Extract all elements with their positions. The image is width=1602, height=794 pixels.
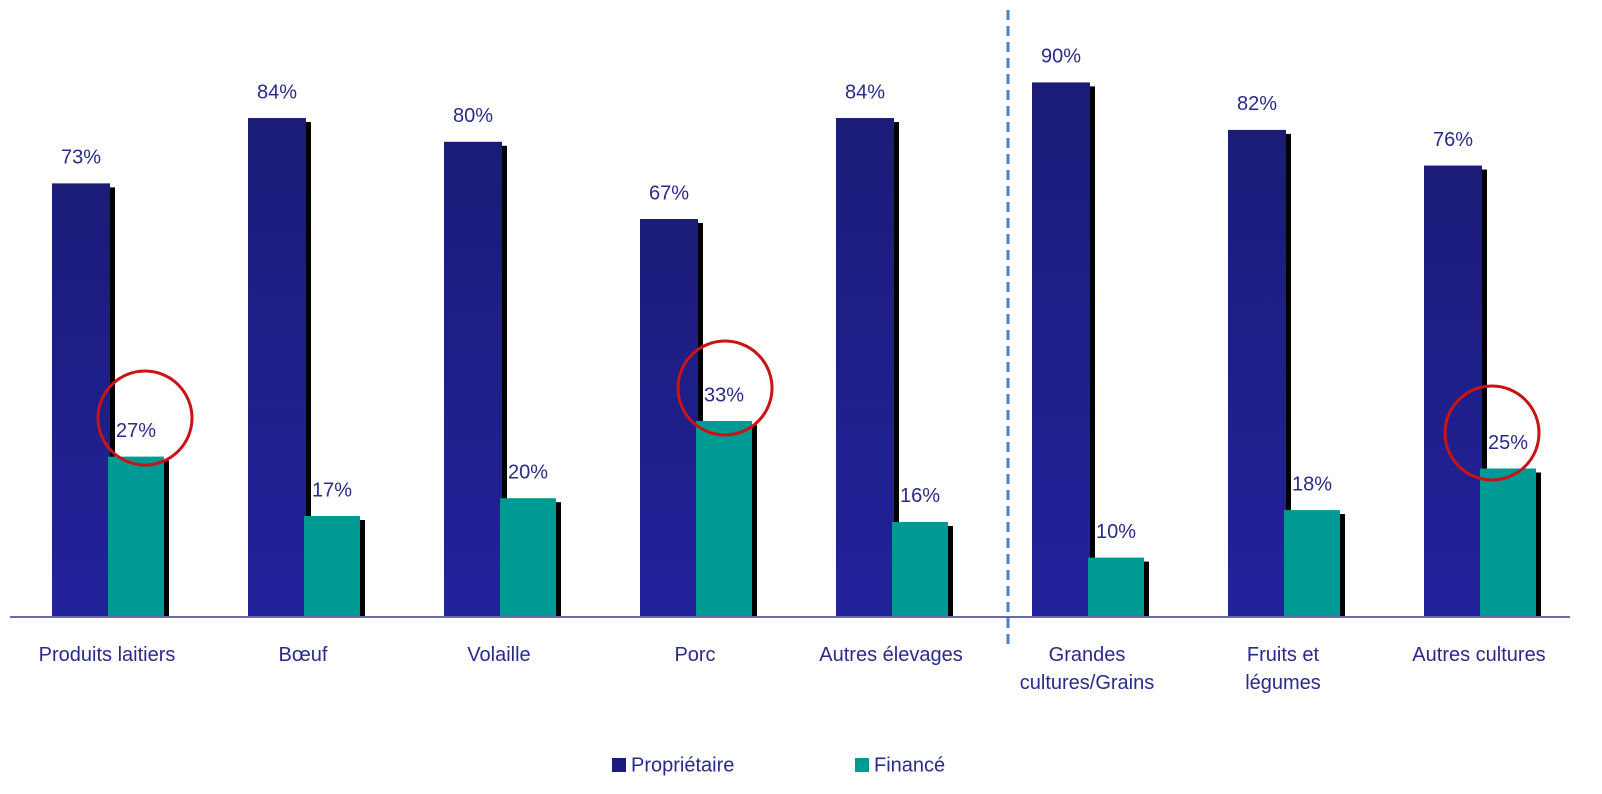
bar <box>1284 510 1340 617</box>
x-tick-label: Autres élevages <box>796 641 986 669</box>
value-label: 10% <box>1096 521 1136 543</box>
legend-label: Propriétaire <box>631 754 734 776</box>
bar <box>892 522 948 617</box>
bar <box>836 118 894 617</box>
chart-area: Propriétaire Financé 73% 27% 84% 17% 80% 20% 67… <box>0 0 1602 794</box>
legend-label: Financé <box>874 754 945 776</box>
value-label: 73% <box>61 147 101 169</box>
value-label: 84% <box>257 81 297 103</box>
x-tick-label: Fruits et légumes <box>1188 641 1378 697</box>
x-tick-label: Autres cultures <box>1384 641 1574 669</box>
bar <box>1088 558 1144 617</box>
value-label: 90% <box>1041 46 1081 68</box>
x-tick-label: Bœuf <box>208 641 398 669</box>
legend-swatch <box>612 758 626 772</box>
bar <box>1228 130 1286 617</box>
value-label: 84% <box>845 81 885 103</box>
value-label: 76% <box>1433 129 1473 151</box>
bar <box>444 142 502 617</box>
legend-swatch <box>855 758 869 772</box>
x-tick-label: Porc <box>600 641 790 669</box>
value-label: 80% <box>453 105 493 127</box>
bar <box>1032 82 1090 617</box>
x-tick-label: Produits laitiers <box>12 641 202 669</box>
bar <box>500 498 556 617</box>
value-label: 17% <box>312 479 352 501</box>
value-label: 27% <box>116 420 156 442</box>
value-label: 16% <box>900 485 940 507</box>
value-label: 18% <box>1292 473 1332 495</box>
value-label: 25% <box>1488 432 1528 454</box>
bar <box>304 516 360 617</box>
bar <box>248 118 306 617</box>
bar <box>1480 469 1536 618</box>
bar <box>696 421 752 617</box>
x-tick-label: Grandes cultures/Grains <box>992 641 1182 697</box>
value-label: 82% <box>1237 93 1277 115</box>
value-label: 67% <box>649 182 689 204</box>
x-tick-label: Volaille <box>404 641 594 669</box>
value-label: 33% <box>704 384 744 406</box>
bar <box>108 457 164 617</box>
value-label: 20% <box>508 461 548 483</box>
